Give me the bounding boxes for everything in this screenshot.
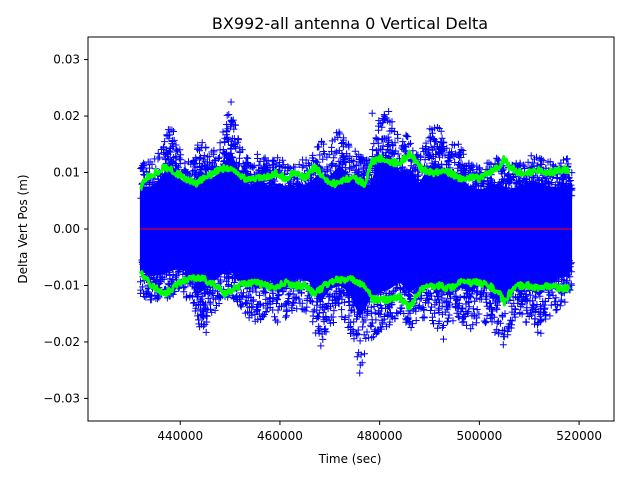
data-layer	[137, 98, 576, 377]
y-tick-label: −0.03	[43, 391, 80, 405]
outlier-marker	[499, 341, 507, 349]
y-tick-label: −0.02	[43, 335, 80, 349]
outlier-marker	[439, 335, 447, 343]
y-tick-label: 0.00	[53, 222, 80, 236]
x-tick-label: 440000	[157, 429, 203, 443]
outlier-marker	[317, 342, 325, 350]
chart-title: BX992-all antenna 0 Vertical Delta	[212, 14, 488, 33]
x-tick-label: 500000	[456, 429, 502, 443]
outlier-marker	[227, 98, 235, 106]
x-tick-label: 480000	[357, 429, 403, 443]
x-tick-label: 520000	[556, 429, 602, 443]
outlier-marker	[356, 369, 364, 377]
y-tick-label: 0.03	[53, 53, 80, 67]
y-axis-label: Delta Vert Pos (m)	[16, 174, 30, 283]
outlier-marker	[202, 328, 210, 336]
sigma-lower-line	[139, 270, 571, 311]
y-tick-label: −0.01	[43, 278, 80, 292]
y-tick-label: 0.02	[53, 109, 80, 123]
outlier-marker	[385, 108, 393, 116]
y-tick-label: 0.01	[53, 166, 80, 180]
sigma-upper-line	[139, 149, 571, 192]
x-tick-label: 460000	[257, 429, 303, 443]
outlier-marker	[368, 109, 376, 117]
axes: 440000 460000 480000 500000 520000 −0.03 −0.02…	[43, 36, 615, 443]
plot-area	[88, 37, 614, 421]
x-axis-label: Time (sec)	[318, 452, 382, 466]
